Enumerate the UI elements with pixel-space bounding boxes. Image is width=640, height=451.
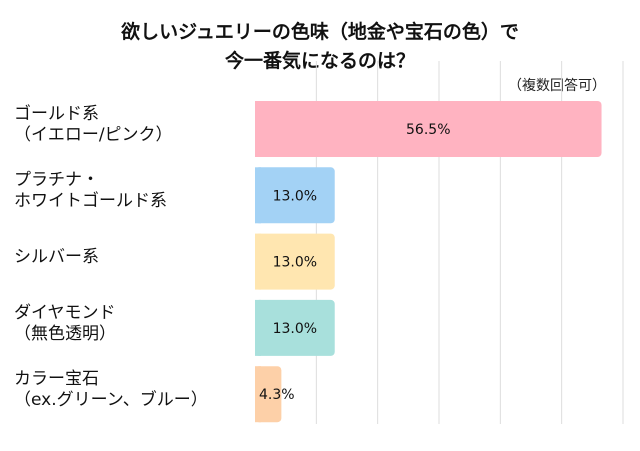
bar [255,366,282,423]
bar [255,167,335,224]
chart-title-line1: 欲しいジュエリーの色味（地金や宝石の色）で [121,21,519,43]
bar-left-edge [255,233,261,290]
data-label: 13.0% [273,321,317,337]
data-label: 4.3% [259,387,295,403]
bar-left-edge [255,101,261,157]
bar-left-edge [255,167,261,224]
bar [255,101,602,157]
bar-left-edge [255,299,261,356]
data-label: 56.5% [406,122,450,138]
category-label: カラー宝石 （ex.グリーン、ブルー） [14,369,208,411]
chart-title-line2: 今一番気になるのは？ [224,50,415,72]
data-label: 13.0% [273,188,317,204]
category-label: シルバー系 [14,247,99,268]
category-label: ダイヤモンド （無色透明） [14,302,116,344]
bar [255,299,335,356]
category-label: ゴールド系 （イエロー/ピンク） [14,104,173,145]
bar-left-edge [255,366,261,423]
bar [255,233,335,290]
chart-note: （複数回答可） [508,78,606,94]
category-label: プラチナ・ ホワイトゴールド系 [14,170,167,212]
data-label: 13.0% [273,255,317,271]
